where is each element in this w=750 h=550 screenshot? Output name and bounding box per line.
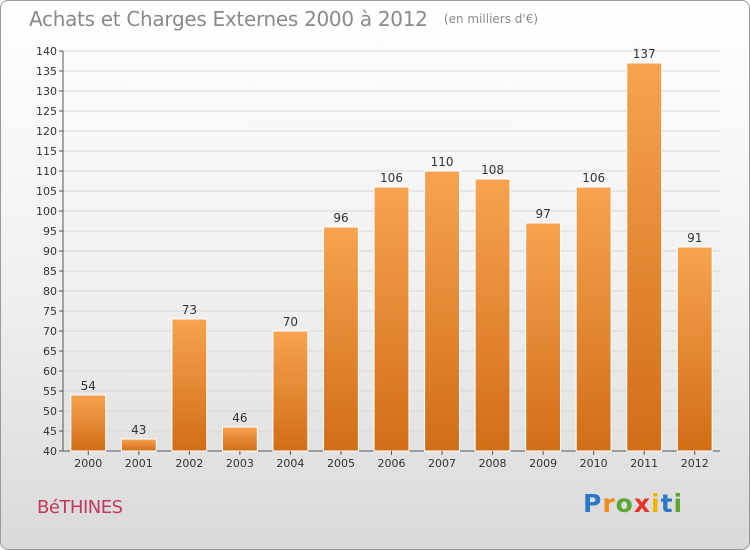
x-tick-label: 2002: [175, 457, 203, 470]
y-tick-label: 120: [36, 125, 57, 138]
x-tick-label: 2012: [681, 457, 709, 470]
data-label: 91: [687, 231, 702, 245]
x-tick-label: 2009: [529, 457, 557, 470]
y-tick-label: 75: [43, 305, 57, 318]
x-tick-label: 2001: [125, 457, 153, 470]
y-tick-label: 65: [43, 345, 57, 358]
bar: [626, 62, 663, 452]
y-tick-label: 90: [43, 245, 57, 258]
x-tick-label: 2011: [630, 457, 658, 470]
logo-letter: o: [615, 489, 634, 518]
proxiti-logo: Proxiti: [583, 489, 683, 518]
logo-letter: r: [602, 489, 616, 518]
logo-letter: i: [651, 489, 661, 518]
y-tick-label: 105: [36, 185, 57, 198]
y-tick-label: 135: [36, 65, 57, 78]
chart-unit: (en milliers d'€): [443, 12, 539, 26]
commune-name: BéTHINES: [37, 497, 123, 518]
data-label: 73: [182, 303, 197, 317]
y-tick-label: 125: [36, 105, 57, 118]
data-label: 54: [81, 379, 96, 393]
y-tick-label: 95: [43, 225, 57, 238]
y-tick-label: 140: [36, 45, 57, 58]
y-tick-label: 100: [36, 205, 57, 218]
data-label: 137: [633, 47, 656, 61]
data-label: 106: [380, 171, 403, 185]
y-tick-label: 60: [43, 365, 57, 378]
x-tick-label: 2004: [276, 457, 304, 470]
bar: [70, 394, 107, 452]
chart-title: Achats et Charges Externes 2000 à 2012: [29, 7, 428, 31]
data-label: 97: [535, 207, 550, 221]
data-label: 110: [431, 155, 454, 169]
bar: [575, 186, 612, 452]
y-tick-label: 110: [36, 165, 57, 178]
data-label: 70: [283, 315, 298, 329]
bar: [120, 438, 157, 452]
bar: [221, 426, 258, 452]
data-label: 46: [232, 411, 247, 425]
y-tick-label: 85: [43, 265, 57, 278]
logo-letter: x: [633, 489, 651, 518]
data-label: 43: [131, 423, 146, 437]
data-label: 96: [333, 211, 348, 225]
data-label: 106: [582, 171, 605, 185]
logo-letter: P: [583, 489, 603, 518]
y-tick-label: 45: [43, 425, 57, 438]
y-tick-label: 55: [43, 385, 57, 398]
y-tick-label: 70: [43, 325, 57, 338]
y-tick-label: 130: [36, 85, 57, 98]
x-tick-label: 2000: [74, 457, 102, 470]
bar: [373, 186, 410, 452]
y-tick-label: 50: [43, 405, 57, 418]
x-tick-label: 2008: [479, 457, 507, 470]
bar: [676, 246, 713, 452]
bar: [424, 170, 460, 452]
x-tick-label: 2007: [428, 457, 456, 470]
x-tick-label: 2003: [226, 457, 254, 470]
y-tick-label: 40: [43, 445, 57, 458]
bar: [323, 226, 359, 452]
bar: [272, 330, 309, 452]
bar: [171, 318, 208, 452]
bar: [474, 178, 511, 452]
y-tick-label: 80: [43, 285, 57, 298]
logo-letter: t: [660, 489, 674, 518]
x-tick-label: 2005: [327, 457, 355, 470]
logo-letter: i: [673, 489, 684, 518]
data-label: 108: [481, 163, 504, 177]
x-tick-label: 2010: [580, 457, 608, 470]
y-tick-label: 115: [36, 145, 57, 158]
chart-title-block: Achats et Charges Externes 2000 à 2012 (…: [29, 7, 538, 31]
x-tick-label: 2006: [378, 457, 406, 470]
bar: [525, 222, 562, 452]
